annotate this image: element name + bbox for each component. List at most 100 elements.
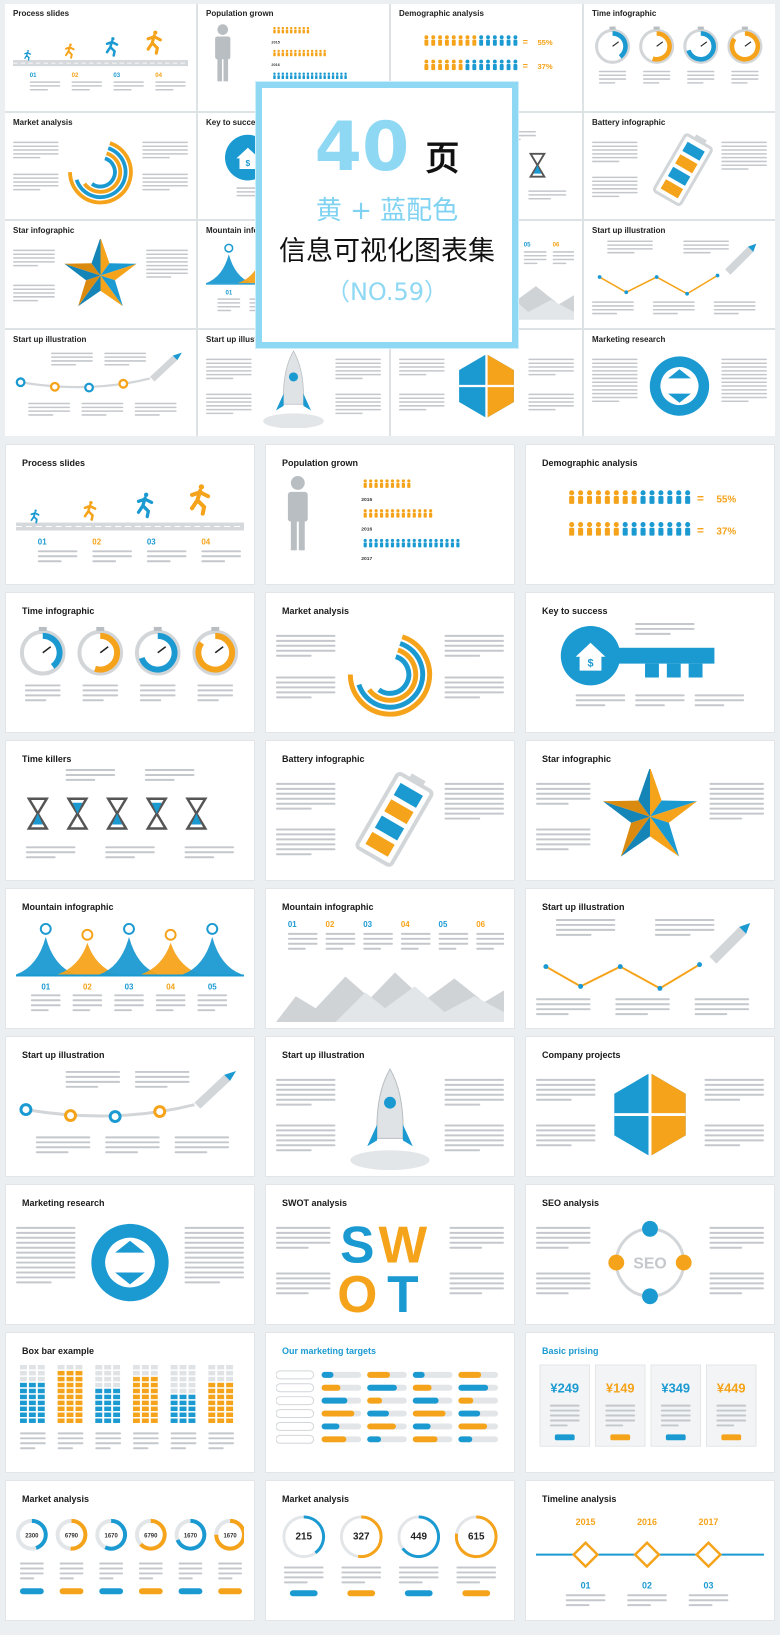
- clock-hand: [656, 41, 664, 47]
- star-facet: [649, 801, 698, 823]
- person-icon: [667, 496, 673, 504]
- box-cell: [113, 1412, 121, 1418]
- slide-card[interactable]: Market analysis 2300 6790 1670 6790 1670 1670: [5, 1480, 255, 1621]
- text-placeholder: [13, 144, 59, 147]
- slide-card[interactable]: SEO analysis SEO: [525, 1184, 775, 1325]
- growth-point: [543, 964, 549, 970]
- box-cell: [75, 1412, 83, 1418]
- slide-card[interactable]: Star infographic: [525, 740, 775, 881]
- slide-card[interactable]: Marketing research: [5, 1184, 255, 1325]
- box-cell: [150, 1406, 158, 1412]
- person-icon: [363, 482, 367, 488]
- text-placeholder: [105, 846, 155, 849]
- star-facet: [100, 239, 110, 276]
- slide-art: [536, 769, 764, 857]
- box-cell: [95, 1370, 103, 1376]
- arrow-head: [115, 1272, 145, 1285]
- box-cell: [66, 1370, 74, 1376]
- text-placeholder: [398, 1576, 439, 1579]
- box-cell: [188, 1406, 196, 1412]
- text-placeholder: [95, 1447, 111, 1450]
- slide-card[interactable]: Population grown 2015 2016 2017: [265, 444, 515, 585]
- person-icon: [294, 75, 297, 80]
- stat-tag: [289, 1590, 318, 1597]
- person-icon: [401, 479, 405, 483]
- slide-art: [276, 1370, 499, 1444]
- swot-letter: T: [387, 1265, 418, 1318]
- slide-card[interactable]: SWOT analysis S W O T: [265, 1184, 515, 1325]
- battery-cell: [667, 166, 691, 186]
- text-placeholder: [660, 1424, 679, 1427]
- slide-title: Battery infographic: [282, 754, 365, 764]
- seo-node-icon: [642, 1220, 658, 1237]
- person-icon: [640, 490, 646, 496]
- timeline-diamond: [694, 1540, 723, 1569]
- slide-card[interactable]: Time infographic: [5, 592, 255, 733]
- person-icon: [486, 35, 490, 40]
- runner-icon: [153, 30, 158, 35]
- battery-icon: [652, 132, 713, 206]
- person-icon: [578, 527, 584, 536]
- runner-icon: [190, 488, 211, 516]
- box-cell: [226, 1364, 234, 1370]
- slide-card[interactable]: Time killers: [5, 740, 255, 881]
- slide-card[interactable]: Market analysis: [265, 592, 515, 733]
- arrow-head: [668, 393, 691, 403]
- person-icon: [667, 522, 673, 528]
- text-placeholder: [13, 141, 59, 143]
- collage-thumbnail-title: Time infographic: [592, 9, 657, 18]
- person-icon: [506, 39, 511, 46]
- stopwatch-button: [609, 26, 616, 30]
- slide-card[interactable]: Basic prising ¥249 ¥149 ¥349 ¥449: [525, 1332, 775, 1473]
- text-placeholder: [155, 81, 186, 83]
- person-icon: [472, 63, 477, 71]
- slide-card[interactable]: Box bar example: [5, 1332, 255, 1473]
- text-placeholder: [184, 1241, 244, 1244]
- slide-card[interactable]: Mountain infographic 01 02 03 04 05: [5, 888, 255, 1029]
- donut-ring: [82, 150, 123, 194]
- slide-card[interactable]: Timeline analysis 2015 01 2016 02 2017 03: [525, 1480, 775, 1621]
- text-placeholder: [731, 78, 759, 80]
- text-placeholder: [552, 262, 567, 265]
- slide-card[interactable]: Company projects: [525, 1036, 775, 1177]
- slide-title: Time killers: [22, 754, 72, 764]
- slide-card[interactable]: Our marketing targets: [265, 1332, 515, 1473]
- text-placeholder: [29, 85, 61, 87]
- text-placeholder: [635, 694, 685, 697]
- person-icon: [595, 527, 601, 536]
- slide-art: 2015 2016 2017: [287, 475, 460, 562]
- clock-hand: [612, 41, 619, 47]
- text-placeholder: [549, 1409, 580, 1412]
- text-placeholder: [536, 1139, 596, 1142]
- text-placeholder: [184, 851, 235, 854]
- slide-card[interactable]: Battery infographic: [265, 740, 515, 881]
- person-icon: [486, 63, 490, 71]
- buy-button: [610, 1434, 631, 1441]
- text-placeholder: [335, 377, 363, 379]
- person-icon: [456, 538, 460, 542]
- slide-title: Key to success: [542, 606, 608, 616]
- text-placeholder: [642, 78, 671, 80]
- slide-card[interactable]: Start up illustration: [525, 888, 775, 1029]
- slide-card[interactable]: Market analysis 215 327 449 615: [265, 1480, 515, 1621]
- collage-thumbnail-art: [399, 353, 574, 418]
- slide-card[interactable]: Start up illustration: [5, 1036, 255, 1177]
- slide-card[interactable]: Start up illustration: [265, 1036, 515, 1177]
- text-placeholder: [704, 1144, 741, 1147]
- collage-thumbnail: Process slides 01 02 03 04: [5, 4, 196, 111]
- box-cell: [19, 1370, 27, 1376]
- slide-card[interactable]: Key to success $: [525, 592, 775, 733]
- box-cell: [132, 1364, 140, 1370]
- slide-card[interactable]: Process slides 01 02 03 04: [5, 444, 255, 585]
- text-placeholder: [444, 1149, 481, 1152]
- text-placeholder: [456, 1571, 497, 1574]
- time-arc: [612, 31, 628, 59]
- person-icon: [306, 26, 310, 30]
- text-placeholder: [592, 384, 638, 387]
- slide-card[interactable]: Demographic analysis = 55% = 37%: [525, 444, 775, 585]
- clock-hand: [99, 646, 109, 654]
- stat-arc: [454, 1515, 498, 1559]
- text-placeholder: [217, 305, 241, 308]
- slide-card[interactable]: Mountain infographic 01 02 03 04 05 06: [265, 888, 515, 1029]
- box-cell: [226, 1376, 234, 1382]
